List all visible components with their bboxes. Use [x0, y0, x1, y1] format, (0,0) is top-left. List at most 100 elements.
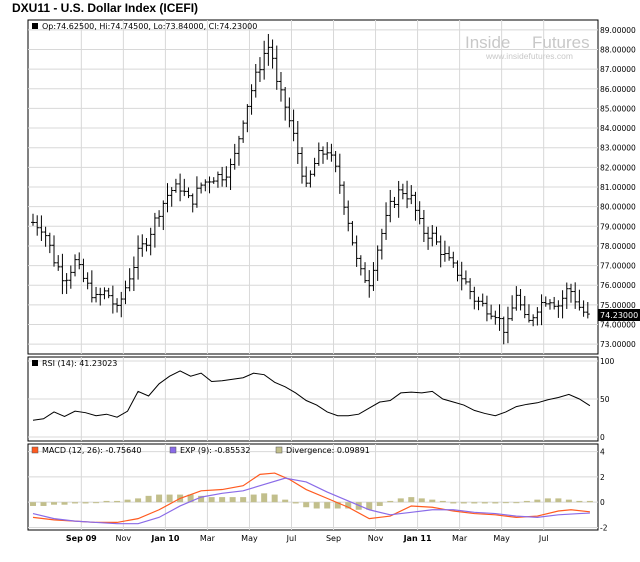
- divergence-bar: [471, 502, 478, 504]
- rsi-tick-label: 100: [600, 357, 615, 366]
- macd-tick-label: -2: [600, 523, 608, 532]
- macd-legend-label: Divergence: 0.09891: [286, 446, 370, 455]
- divergence-bar: [492, 502, 499, 504]
- divergence-bar: [51, 502, 58, 505]
- macd-legend-swatch: [31, 446, 39, 454]
- price-tick-label: 80.00000: [600, 203, 636, 212]
- signal-series-line: [32, 477, 590, 525]
- price-tick-label: 77.00000: [600, 262, 636, 271]
- divergence-bar: [345, 502, 352, 509]
- divergence-bar: [450, 502, 457, 504]
- divergence-bar: [513, 502, 520, 504]
- last-price-marker: [598, 309, 640, 321]
- x-tick-label: Mar: [452, 534, 468, 543]
- divergence-bar: [124, 499, 131, 503]
- divergence-bar: [198, 495, 205, 503]
- divergence-bar: [555, 498, 562, 503]
- rsi-series-line: [32, 370, 591, 421]
- divergence-bar: [303, 502, 310, 508]
- price-tick-label: 75.00000: [600, 301, 636, 310]
- divergence-bar: [292, 502, 299, 504]
- divergence-bar: [534, 499, 541, 503]
- divergence-bar: [240, 497, 247, 503]
- divergence-bar: [61, 502, 68, 505]
- divergence-bar: [334, 502, 341, 509]
- divergence-bar: [544, 498, 551, 503]
- divergence-bar: [408, 497, 415, 503]
- divergence-bar: [366, 502, 373, 510]
- price-tick-label: 88.00000: [600, 45, 636, 54]
- watermark-brand-left: Inside: [465, 33, 510, 52]
- macd-tick-label: 4: [600, 448, 605, 457]
- divergence-bar: [72, 502, 79, 504]
- macd-panel: MACD (12, 26): -0.75640 EXP (9): -0.85532…: [27, 443, 608, 532]
- rsi-tick-label: 50: [600, 395, 610, 404]
- price-tick-label: 79.00000: [600, 222, 636, 231]
- x-tick-label: Nov: [116, 534, 132, 543]
- divergence-bar: [82, 502, 89, 504]
- macd-legend-swatch: [169, 446, 177, 454]
- x-tick-label: May: [493, 534, 510, 543]
- macd-tick-label: 2: [600, 473, 605, 482]
- macd-legend-label: EXP (9): -0.85532: [180, 446, 250, 455]
- watermark-url: www.insidefutures.com: [485, 51, 573, 61]
- divergence-bar: [166, 494, 173, 503]
- divergence-bar: [418, 498, 425, 503]
- x-tick-label: Jan 11: [403, 534, 432, 543]
- divergence-bar: [229, 497, 236, 503]
- price-tick-label: 86.00000: [600, 85, 636, 94]
- rsi-panel: RSI (14): 41.23023 0 50 100: [27, 356, 615, 442]
- divergence-bar: [250, 494, 257, 503]
- divergence-bar: [40, 502, 47, 506]
- divergence-bar: [261, 493, 268, 503]
- divergence-bar: [156, 494, 163, 503]
- price-tick-label: 81.00000: [600, 183, 636, 192]
- divergence-bar: [219, 497, 226, 503]
- divergence-bar: [576, 500, 583, 503]
- divergence-bar: [135, 498, 142, 503]
- chart-title: DXU11 - U.S. Dollar Index (ICEFI): [12, 1, 198, 15]
- divergence-bar: [387, 500, 394, 503]
- divergence-bar: [313, 502, 320, 509]
- divergence-bar: [208, 497, 215, 503]
- price-panel: Inside Futures www.insidefutures.com Op:…: [27, 19, 640, 355]
- price-tick-label: 87.00000: [600, 65, 636, 74]
- divergence-bar: [397, 498, 404, 503]
- macd-legend-label: MACD (12, 26): -0.75640: [42, 446, 141, 455]
- price-tick-label: 73.00000: [600, 340, 636, 349]
- divergence-bar: [481, 502, 488, 504]
- x-tick-label: Jul: [286, 534, 297, 543]
- watermark: Inside Futures www.insidefutures.com: [465, 33, 590, 61]
- divergence-bar: [429, 499, 436, 503]
- price-tick-label: 82.00000: [600, 163, 636, 172]
- last-price-label: 74.23000: [600, 311, 638, 320]
- divergence-bar: [439, 500, 446, 503]
- price-tick-label: 85.00000: [600, 104, 636, 113]
- rsi-swatch: [32, 360, 38, 366]
- divergence-bar: [324, 502, 331, 509]
- macd-legend-swatch: [275, 446, 283, 454]
- price-tick-label: 74.00000: [600, 321, 636, 330]
- divergence-bar: [271, 494, 278, 503]
- x-tick-label: Sep: [326, 534, 341, 543]
- divergence-bar: [93, 502, 100, 504]
- divergence-bar: [114, 500, 121, 503]
- x-tick-label: Nov: [368, 534, 384, 543]
- price-tick-label: 83.00000: [600, 144, 636, 153]
- price-info: Op:74.62500, Hi:74.74500, Lo:73.84000, C…: [42, 22, 257, 31]
- x-tick-label: Jan 10: [150, 534, 179, 543]
- macd-tick-label: 0: [600, 498, 605, 507]
- divergence-bar: [460, 502, 467, 504]
- x-tick-label: Jul: [538, 534, 549, 543]
- divergence-bar: [187, 494, 194, 503]
- x-tick-label: May: [241, 534, 258, 543]
- divergence-bar: [586, 500, 593, 503]
- macd-series-line: [32, 472, 590, 524]
- rsi-label: RSI (14): 41.23023: [42, 359, 117, 368]
- price-info-swatch: [32, 23, 38, 29]
- watermark-brand-right: Futures: [532, 33, 590, 52]
- x-tick-label: Mar: [200, 534, 216, 543]
- divergence-bar: [502, 502, 509, 504]
- price-tick-label: 89.00000: [600, 26, 636, 35]
- divergence-bar: [282, 499, 289, 503]
